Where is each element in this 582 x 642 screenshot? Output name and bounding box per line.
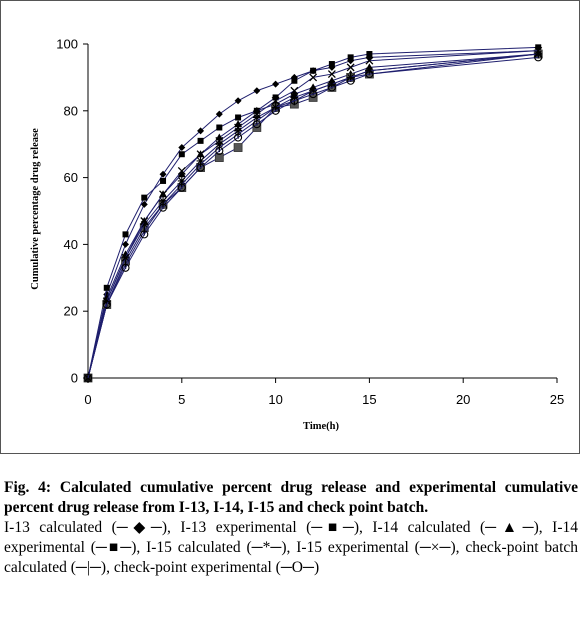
large-square-marker bbox=[233, 143, 243, 152]
x-marker bbox=[290, 86, 299, 95]
x-tick-label: 0 bbox=[84, 392, 91, 407]
release-chart: 0 20 40 60 80 100 0 5 10 15 20 25 Cumulative percen… bbox=[30, 37, 564, 433]
x-marker bbox=[309, 73, 318, 82]
square-marker bbox=[141, 194, 148, 201]
x-marker bbox=[234, 123, 243, 132]
circle-marker bbox=[177, 183, 186, 192]
square-marker bbox=[328, 61, 335, 68]
series-group bbox=[83, 44, 543, 383]
caption-legend: I-13 calculated (─◆─), I-13 experimental… bbox=[4, 519, 578, 576]
circle-marker bbox=[140, 230, 149, 239]
series-line bbox=[87, 53, 539, 379]
y-tick-label: 60 bbox=[64, 170, 78, 185]
x-marker bbox=[140, 217, 149, 225]
square-marker bbox=[235, 114, 242, 121]
x-marker bbox=[271, 96, 280, 105]
y-tick-label: 80 bbox=[64, 103, 78, 118]
x-axis-title: Time(h) bbox=[303, 421, 339, 432]
circle-marker bbox=[158, 203, 168, 212]
x-tick-label: 5 bbox=[178, 392, 185, 407]
y-axis-title: Cumulative percentage drug release bbox=[30, 128, 41, 290]
y-tick-label: 100 bbox=[56, 37, 78, 52]
y-tick-label: 20 bbox=[64, 304, 78, 319]
series-line bbox=[87, 56, 539, 379]
diamond-marker bbox=[215, 110, 223, 118]
circle-marker bbox=[252, 120, 261, 129]
diamond-marker bbox=[122, 240, 130, 248]
x-marker bbox=[252, 110, 261, 119]
x-marker bbox=[159, 190, 167, 199]
y-tick-label: 40 bbox=[64, 237, 78, 252]
figure-caption: Fig. 4: Calculated cumulative percent dr… bbox=[4, 478, 578, 578]
x-tick-label: 10 bbox=[268, 392, 282, 407]
x-marker bbox=[215, 136, 224, 145]
circle-marker bbox=[365, 70, 374, 79]
diamond-marker bbox=[178, 144, 186, 152]
large-square-marker bbox=[214, 153, 224, 162]
diamond-marker bbox=[234, 97, 242, 105]
star-marker bbox=[140, 220, 149, 229]
square-marker bbox=[310, 67, 317, 74]
axes: 0 20 40 60 80 100 0 5 10 15 20 25 bbox=[56, 37, 564, 408]
square-marker bbox=[291, 77, 298, 84]
circle-marker bbox=[215, 146, 224, 155]
circle-marker bbox=[196, 163, 205, 172]
series-line bbox=[87, 53, 539, 379]
circle-marker bbox=[121, 263, 130, 272]
series-4 bbox=[83, 49, 543, 383]
x-marker bbox=[365, 56, 374, 65]
triangle-marker bbox=[177, 170, 186, 178]
series-line bbox=[87, 53, 539, 379]
circle-marker bbox=[290, 96, 299, 105]
figure-frame: 0 20 40 60 80 100 0 5 10 15 20 25 Cumulative percen… bbox=[0, 0, 580, 454]
diamond-marker bbox=[328, 63, 336, 71]
diamond-marker bbox=[272, 80, 280, 88]
x-marker bbox=[177, 166, 186, 175]
square-marker bbox=[216, 124, 223, 131]
x-tick-label: 20 bbox=[456, 392, 470, 407]
series-line bbox=[87, 53, 539, 379]
diamond-marker bbox=[159, 170, 167, 178]
x-tick-label: 25 bbox=[550, 392, 564, 407]
square-marker bbox=[535, 44, 542, 51]
x-marker bbox=[327, 70, 336, 79]
square-marker bbox=[122, 231, 129, 238]
y-tick-label: 0 bbox=[71, 371, 78, 386]
square-marker bbox=[272, 94, 279, 101]
square-marker bbox=[366, 51, 373, 58]
circle-marker bbox=[102, 300, 111, 309]
square-marker bbox=[197, 137, 204, 144]
square-marker bbox=[178, 151, 185, 158]
circle-marker bbox=[346, 76, 355, 85]
series-2 bbox=[85, 44, 542, 381]
circle-marker bbox=[234, 133, 243, 142]
diamond-marker bbox=[197, 127, 205, 135]
circle-marker bbox=[83, 373, 93, 383]
caption-title: Fig. 4: Calculated cumulative percent dr… bbox=[4, 479, 578, 516]
x-tick-label: 15 bbox=[362, 392, 376, 407]
circle-marker bbox=[271, 106, 280, 115]
circle-marker bbox=[327, 83, 336, 92]
circle-marker bbox=[309, 90, 318, 99]
square-marker bbox=[347, 54, 354, 61]
x-marker bbox=[196, 150, 205, 159]
x-marker bbox=[346, 63, 355, 72]
series-8 bbox=[83, 53, 543, 383]
diamond-marker bbox=[253, 87, 261, 95]
diamond-marker bbox=[140, 200, 148, 208]
circle-marker bbox=[534, 53, 543, 62]
square-marker bbox=[160, 177, 167, 184]
square-marker bbox=[103, 284, 110, 291]
